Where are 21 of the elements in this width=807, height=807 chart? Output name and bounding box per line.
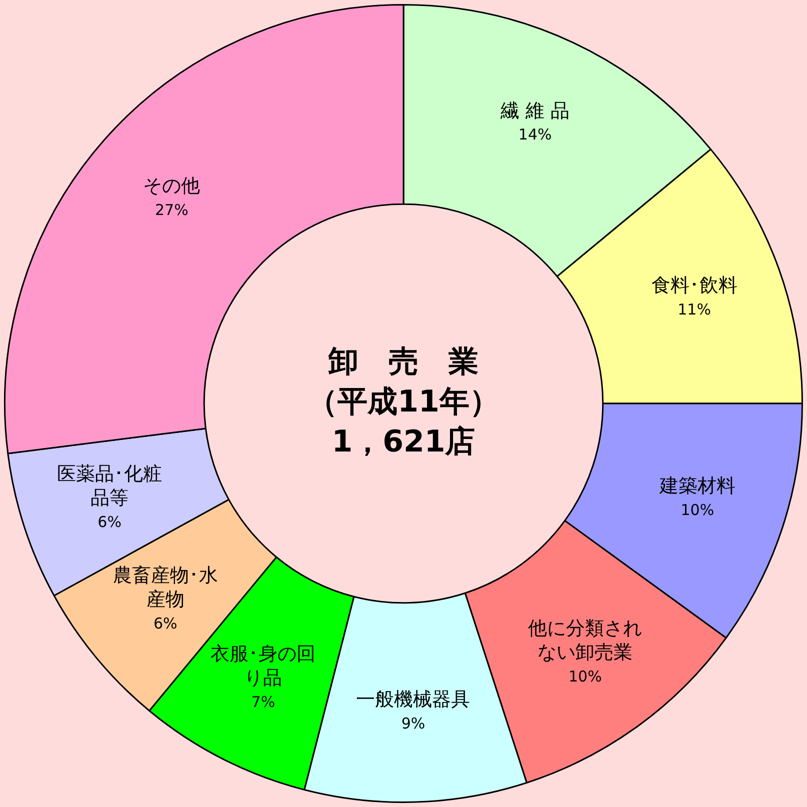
slice-label: 医薬品･化粧品等 [57, 462, 162, 509]
text: 1，621店 [332, 424, 476, 460]
slice-label: 食料･飲料 [651, 274, 738, 297]
data-label: 10% [568, 667, 602, 686]
data-label: 27% [154, 201, 188, 220]
slice-label: 他に分類されない卸売業 [528, 617, 642, 664]
slice-label: 農畜産物･水産物 [112, 564, 218, 610]
data-label: 10% [680, 500, 714, 519]
data-label: 14% [518, 126, 552, 144]
slice-label: その他 [143, 175, 200, 198]
text: （平成11年） [308, 384, 500, 420]
slice-label: 建築材料 [658, 474, 736, 497]
data-label: 7% [251, 692, 276, 711]
data-label: 6% [98, 512, 122, 531]
data-label: 11% [678, 300, 711, 319]
data-label: 6% [153, 614, 178, 632]
slice-label: 一般機械器具 [356, 688, 470, 710]
slice-label: 衣服･身の回り品 [210, 642, 316, 689]
slice-label: 繊 維 品 [500, 100, 570, 122]
text: 卸 売 業 [328, 344, 478, 380]
data-label: 9% [401, 714, 426, 732]
